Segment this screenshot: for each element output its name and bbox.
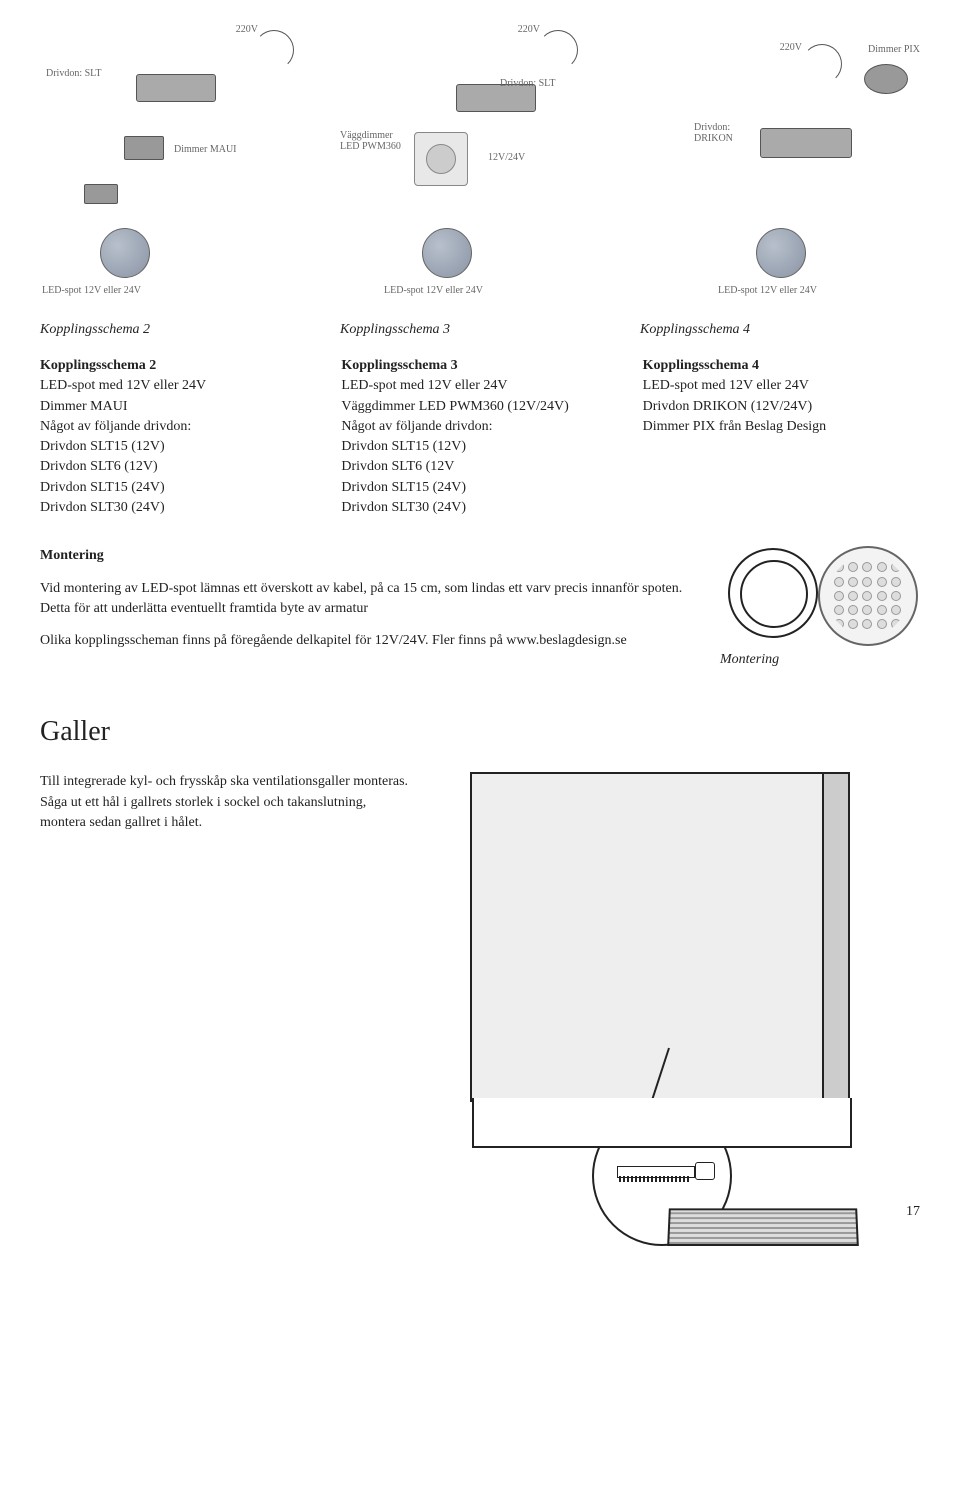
driver-drikon-label: Drivdon: DRIKON xyxy=(694,122,754,144)
saw-handle-icon xyxy=(695,1162,715,1180)
schema-line: Drivdon SLT15 (24V) xyxy=(341,478,618,498)
montering-title: Montering xyxy=(40,548,104,563)
schema-line: Drivdon SLT15 (12V) xyxy=(341,437,618,457)
led-spot-label: LED-spot 12V eller 24V xyxy=(384,285,483,296)
schema-line: Drivdon SLT30 (24V) xyxy=(40,498,317,518)
led-fixture-back-icon xyxy=(728,548,818,638)
led-spot-label: LED-spot 12V eller 24V xyxy=(42,285,141,296)
schema-line: Dimmer PIX från Beslag Design xyxy=(643,417,920,437)
schema-title: Kopplingsschema 3 xyxy=(341,356,618,376)
led-spot-label: LED-spot 12V eller 24V xyxy=(718,285,817,296)
dimmer-pix-label: Dimmer PIX xyxy=(868,44,920,55)
led-spot-icon xyxy=(756,228,806,278)
schema-line: Drivdon SLT6 (12V) xyxy=(40,457,317,477)
led-dots-icon xyxy=(828,556,908,636)
mid-voltage-label: 12V/24V xyxy=(488,152,525,163)
schema-line: Drivdon SLT30 (24V) xyxy=(341,498,618,518)
wiring-diagram-2: 220V Drivdon: SLT Dimmer MAUI LED-spot 1… xyxy=(40,24,320,314)
driver-icon xyxy=(136,74,216,102)
dimmer-label: Dimmer MAUI xyxy=(174,144,237,155)
caption-kopplingsschema-2: Kopplingsschema 2 xyxy=(40,322,320,338)
page-number: 17 xyxy=(906,1204,920,1220)
connector-icon xyxy=(84,184,118,204)
montering-section: Montering Vid montering av LED-spot lämn… xyxy=(40,546,920,668)
driver-label: Drivdon: SLT xyxy=(46,68,106,79)
voltage-label: 220V xyxy=(236,24,258,35)
caption-kopplingsschema-4: Kopplingsschema 4 xyxy=(640,322,920,338)
driver-label: Drivdon: SLT xyxy=(500,78,555,89)
schema-line: LED-spot med 12V eller 24V xyxy=(341,376,618,396)
vent-slot-icon xyxy=(550,1112,810,1138)
schema-col-4: Kopplingsschema 4 LED-spot med 12V eller… xyxy=(643,356,920,518)
saw-icon xyxy=(617,1166,707,1186)
plug-icon xyxy=(538,30,578,70)
schema-line: Drivdon SLT6 (12V xyxy=(341,457,618,477)
schema-line: LED-spot med 12V eller 24V xyxy=(643,376,920,396)
led-spot-icon xyxy=(422,228,472,278)
schema-line: Dimmer MAUI xyxy=(40,397,317,417)
schema-line: Väggdimmer LED PWM360 (12V/24V) xyxy=(341,397,618,417)
montering-paragraph-2: Olika kopplingsscheman finns på föregåen… xyxy=(40,631,696,651)
schema-line: Drivdon DRIKON (12V/24V) xyxy=(643,397,920,417)
wall-dimmer-label: Väggdimmer LED PWM360 xyxy=(340,130,410,152)
voltage-label: 220V xyxy=(518,24,540,35)
schema-col-3: Kopplingsschema 3 LED-spot med 12V eller… xyxy=(341,356,618,518)
diagram-captions: Kopplingsschema 2 Kopplingsschema 3 Kopp… xyxy=(40,322,920,338)
wiring-diagram-3: 220V Drivdon: SLT Väggdimmer LED PWM360 … xyxy=(340,24,620,314)
schema-title: Kopplingsschema 4 xyxy=(643,356,920,376)
galler-figure xyxy=(430,772,920,1202)
schema-line: Något av följande drivdon: xyxy=(341,417,618,437)
schema-text-row: Kopplingsschema 2 LED-spot med 12V eller… xyxy=(40,356,920,518)
driver-drikon-icon xyxy=(760,128,852,158)
galler-heading: Galler xyxy=(40,716,920,748)
schema-line: Drivdon SLT15 (24V) xyxy=(40,478,317,498)
montering-paragraph-1: Vid montering av LED-spot lämnas ett öve… xyxy=(40,579,696,620)
montering-drawing xyxy=(720,546,920,646)
wiring-diagrams-row: 220V Drivdon: SLT Dimmer MAUI LED-spot 1… xyxy=(40,24,920,314)
dimmer-pix-icon xyxy=(864,64,908,94)
cabinet-icon xyxy=(470,772,850,1102)
wall-dimmer-icon xyxy=(414,132,468,186)
plug-icon xyxy=(254,30,294,70)
ventilation-grille-icon xyxy=(667,1209,859,1247)
caption-kopplingsschema-3: Kopplingsschema 3 xyxy=(340,322,620,338)
galler-text: Till integrerade kyl- och frysskåp ska v… xyxy=(40,772,410,833)
montering-caption: Montering xyxy=(720,652,920,668)
dimmer-icon xyxy=(124,136,164,160)
schema-line: Något av följande drivdon: xyxy=(40,417,317,437)
galler-section: Till integrerade kyl- och frysskåp ska v… xyxy=(40,772,920,1202)
schema-col-2: Kopplingsschema 2 LED-spot med 12V eller… xyxy=(40,356,317,518)
wiring-diagram-4: 220V Dimmer PIX Drivdon: DRIKON LED-spot… xyxy=(640,24,920,314)
schema-line: Drivdon SLT15 (12V) xyxy=(40,437,317,457)
voltage-label: 220V xyxy=(780,42,802,53)
led-spot-icon xyxy=(100,228,150,278)
montering-text: Montering Vid montering av LED-spot lämn… xyxy=(40,546,696,663)
schema-title: Kopplingsschema 2 xyxy=(40,356,317,376)
leader-line xyxy=(650,1048,670,1106)
schema-line: LED-spot med 12V eller 24V xyxy=(40,376,317,396)
montering-figure: Montering xyxy=(720,546,920,668)
plug-icon xyxy=(802,44,842,84)
